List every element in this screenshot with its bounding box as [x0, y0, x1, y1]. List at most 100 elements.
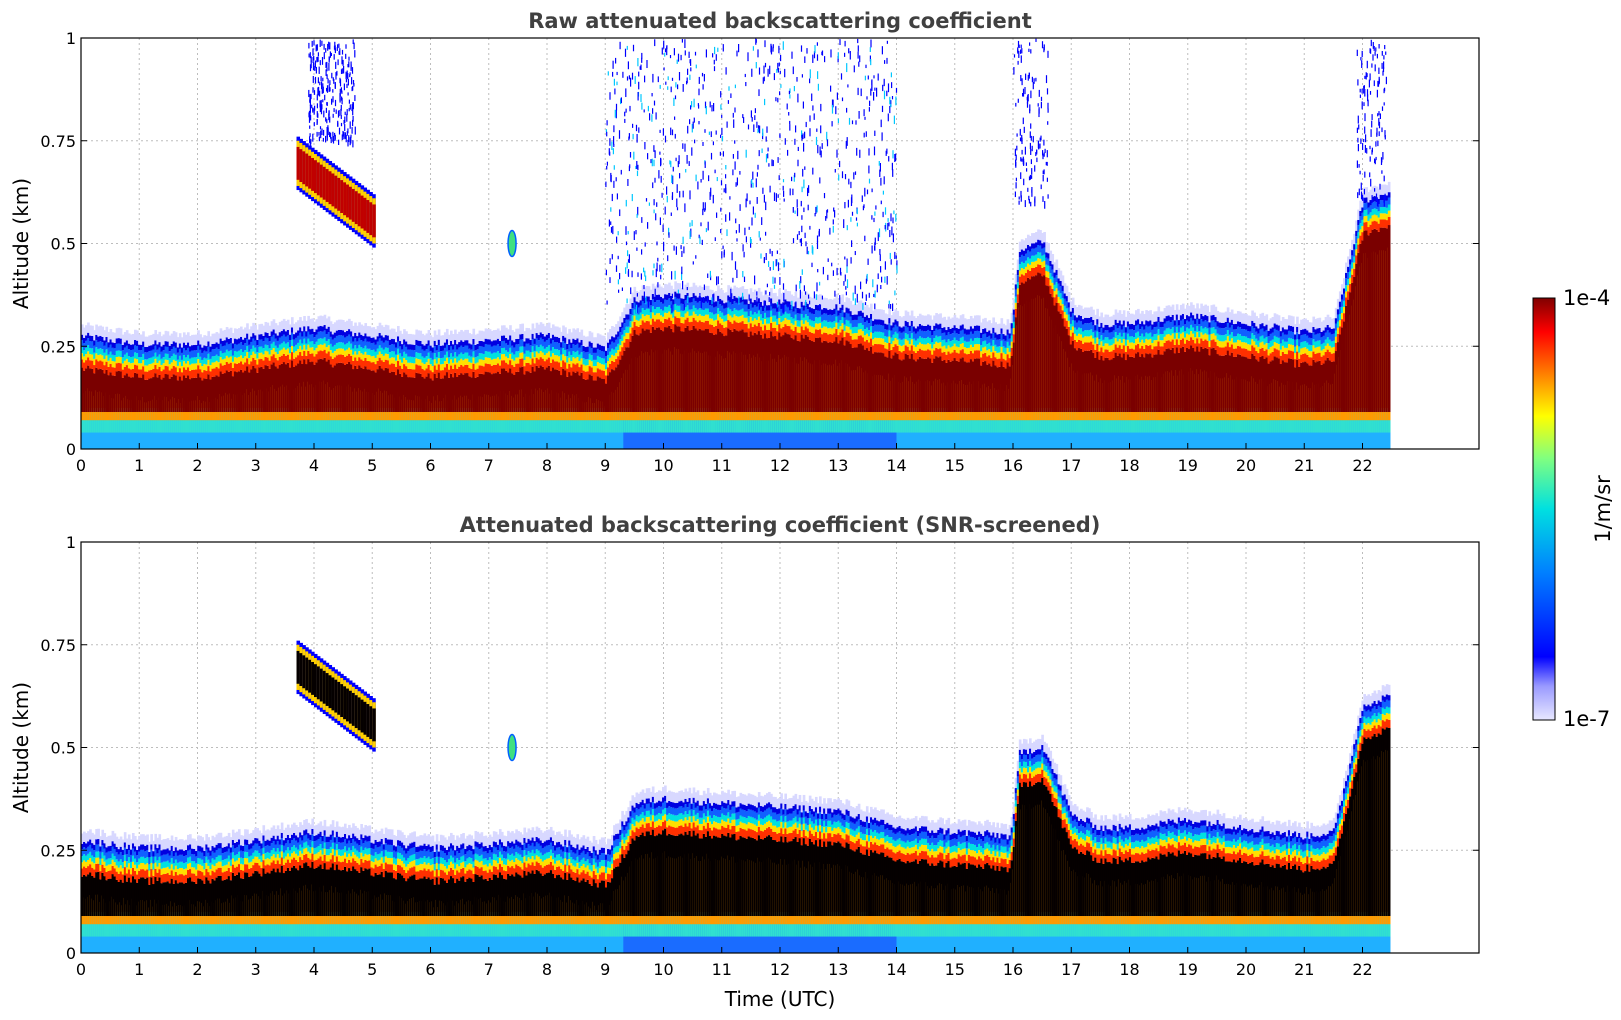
heatmap-cell	[1092, 309, 1095, 320]
heatmap-cell	[295, 332, 298, 338]
heatmap-cell	[517, 338, 520, 345]
heatmap-cell	[447, 334, 451, 345]
heatmap-cell	[896, 326, 900, 334]
heatmap-cell	[1090, 306, 1093, 317]
heatmap-cell	[560, 347, 563, 355]
heatmap-cell	[543, 348, 547, 355]
heatmap-cell	[268, 348, 272, 355]
heatmap-cell	[317, 345, 321, 352]
heatmap-cell	[517, 357, 520, 364]
heatmap-cell	[123, 375, 127, 413]
heatmap-cell	[827, 420, 830, 449]
heatmap-cell	[759, 301, 763, 308]
heatmap-cell	[203, 378, 206, 413]
heatmap-cell	[745, 323, 749, 333]
heatmap-cell	[1024, 266, 1028, 274]
heatmap-cell	[1077, 333, 1081, 340]
heatmap-cell	[643, 297, 647, 304]
heatmap-cell	[782, 420, 785, 449]
heatmap-cell	[959, 350, 963, 359]
heatmap-cell	[93, 345, 96, 353]
heatmap-cell	[1018, 257, 1022, 265]
heatmap-cell	[935, 356, 938, 413]
heatmap-cell	[531, 358, 535, 367]
heatmap-cell	[894, 319, 898, 325]
heatmap-cell	[874, 352, 877, 413]
heatmap-cell	[333, 337, 337, 345]
heatmap-cell	[920, 350, 924, 359]
heatmap-cell	[195, 377, 198, 413]
heatmap-cell	[688, 322, 692, 331]
heatmap-cell	[246, 333, 249, 339]
heatmap-cell	[849, 344, 853, 413]
heatmap-cell	[242, 364, 245, 373]
heatmap-cell	[670, 314, 673, 321]
heatmap-cell	[963, 340, 967, 348]
heatmap-cell	[727, 328, 730, 413]
heatmap-cell	[849, 335, 853, 345]
heatmap-cell	[670, 285, 673, 296]
heatmap-cell	[768, 329, 771, 338]
heatmap-cell	[564, 342, 567, 350]
heatmap-cell	[708, 299, 712, 306]
heatmap-cell	[219, 363, 223, 372]
heatmap-cell	[472, 344, 476, 352]
heatmap-cell	[662, 322, 665, 332]
heatmap-cell	[596, 368, 600, 377]
heatmap-cell	[262, 360, 266, 369]
heatmap-cell	[753, 324, 757, 333]
heatmap-cell	[808, 325, 812, 332]
heatmap-cell	[678, 311, 681, 319]
heatmap-cell	[352, 325, 355, 337]
heatmap-cell	[888, 318, 891, 324]
heatmap-cell	[971, 328, 975, 334]
heatmap-cell	[880, 325, 883, 333]
heatmap-cell	[770, 323, 773, 332]
heatmap-cell	[902, 344, 906, 351]
heatmap-cell	[788, 334, 792, 413]
heatmap-cell	[770, 288, 773, 299]
heatmap-cell	[543, 361, 547, 370]
heatmap-cell	[1055, 282, 1059, 289]
heatmap-cell	[782, 326, 785, 336]
heatmap-cell	[804, 334, 808, 413]
heatmap-cell	[258, 324, 262, 335]
heatmap-cell	[898, 420, 902, 449]
heatmap-cell	[845, 420, 849, 449]
heatmap-cell	[527, 338, 531, 344]
heatmap-cell	[973, 344, 977, 351]
heatmap-cell	[242, 329, 245, 340]
heatmap-cell	[431, 365, 435, 373]
heatmap-cell	[140, 344, 143, 351]
heatmap-cell	[558, 420, 561, 449]
heatmap-cell	[796, 320, 800, 327]
heatmap-cell	[494, 352, 498, 359]
heatmap-cell	[376, 420, 380, 449]
heatmap-cell	[629, 333, 633, 342]
heatmap-cell	[886, 336, 889, 343]
heatmap-cell	[609, 328, 612, 340]
heatmap-cell	[164, 341, 168, 347]
heatmap-cell	[647, 286, 651, 297]
heatmap-cell	[847, 298, 851, 309]
heatmap-cell	[280, 336, 284, 344]
heatmap-cell	[906, 327, 910, 335]
heatmap-cell	[890, 325, 894, 331]
heatmap-cell	[576, 343, 580, 351]
heatmap-cell	[700, 286, 704, 298]
heatmap-cell	[337, 319, 341, 330]
heatmap-cell	[547, 345, 551, 352]
heatmap-cell	[837, 420, 841, 449]
heatmap-cell	[411, 377, 414, 413]
heatmap-cell	[417, 420, 421, 449]
heatmap-cell	[704, 296, 708, 302]
heatmap-cell	[464, 345, 467, 353]
heatmap-cell	[413, 334, 416, 345]
heatmap-cell	[892, 334, 896, 341]
heatmap-cell	[761, 317, 765, 325]
heatmap-cell	[127, 343, 131, 350]
heatmap-cell	[566, 368, 569, 377]
heatmap-cell	[666, 319, 669, 328]
heatmap-cell	[564, 327, 567, 338]
heatmap-cell	[839, 307, 843, 314]
